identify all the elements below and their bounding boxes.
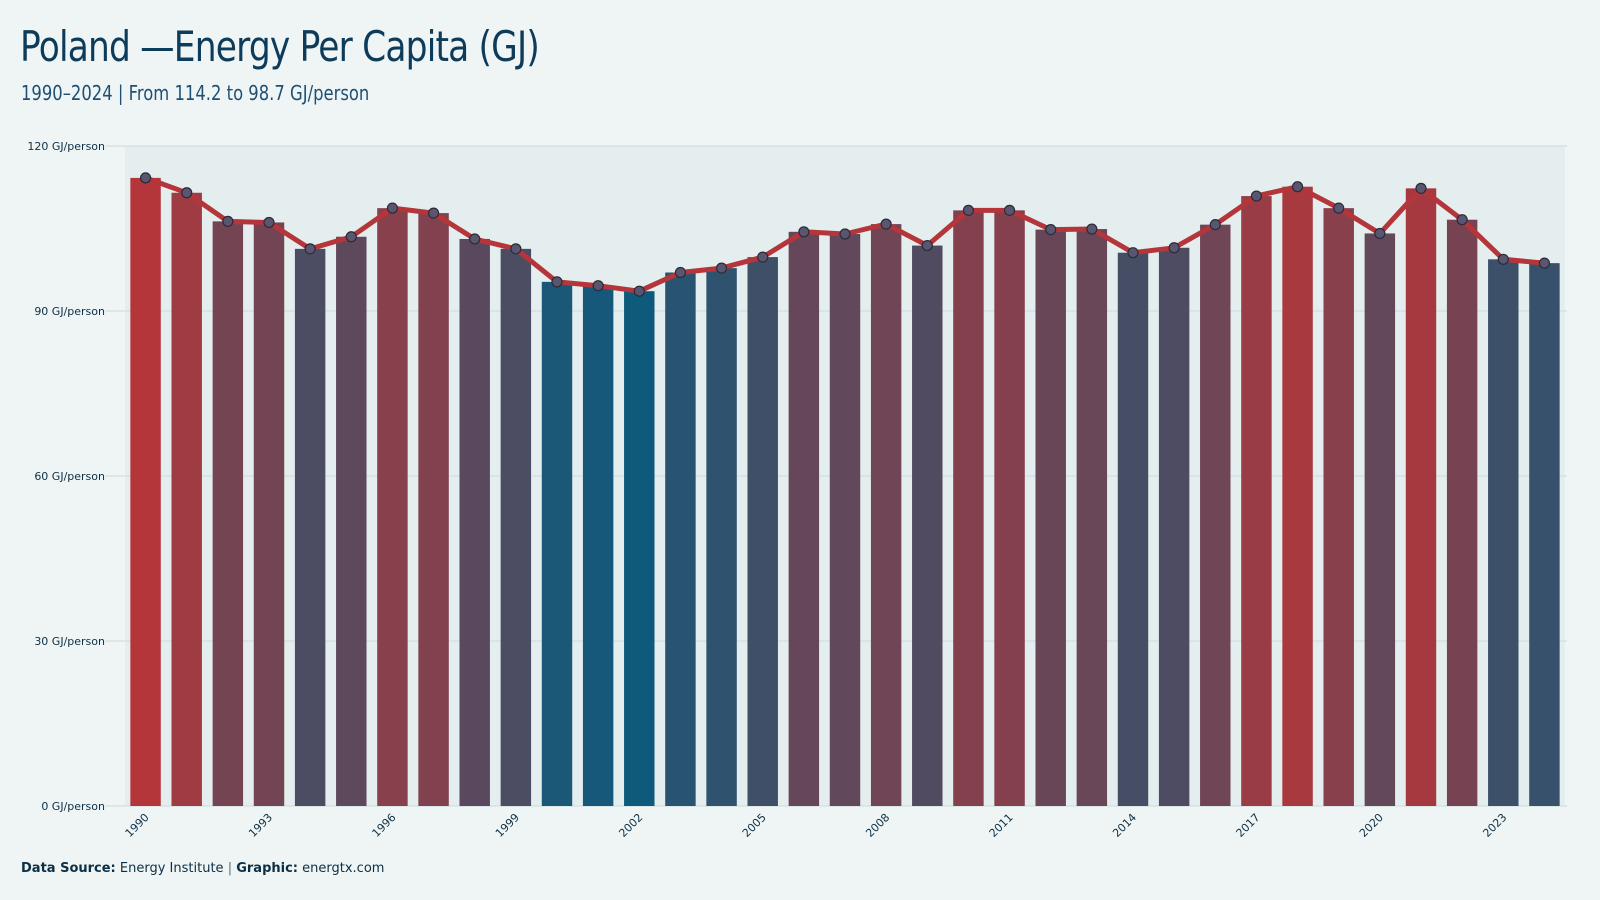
bar (459, 238, 490, 806)
data-point (551, 276, 563, 288)
y-tick-label: 60 GJ/person (34, 470, 105, 483)
graphic-label: Graphic: (236, 861, 298, 876)
data-point (1045, 224, 1057, 236)
data-point (304, 243, 316, 255)
data-point (1415, 182, 1427, 194)
bar (1323, 208, 1354, 806)
footer-separator: | (227, 861, 233, 876)
x-tick-label: 1999 (493, 811, 522, 840)
data-point (674, 266, 687, 279)
bar (1076, 229, 1108, 807)
footer-credits: Data Source: Energy Institute | Graphic:… (21, 861, 384, 876)
bar (1282, 186, 1313, 806)
data-point (1003, 204, 1016, 216)
y-tick-label: 120 GJ/person (27, 140, 105, 153)
data-point (181, 187, 193, 199)
y-tick-label: 0 GJ/person (41, 800, 105, 813)
bar (1241, 196, 1272, 807)
data-point (1333, 202, 1345, 214)
x-tick-label: 2023 (1480, 811, 1509, 840)
data-point (1168, 242, 1180, 254)
bar (294, 248, 326, 807)
source-label: Data Source: (21, 861, 116, 876)
bar (1035, 229, 1066, 807)
bars (130, 177, 1560, 807)
bar (377, 208, 408, 806)
data-point (962, 204, 975, 216)
bar (953, 210, 984, 807)
data-point (757, 251, 769, 263)
data-point (880, 218, 892, 230)
bar (1405, 188, 1437, 807)
data-point (1209, 219, 1221, 231)
bar (418, 213, 449, 807)
x-tick-label: 2017 (1234, 811, 1263, 840)
bar (624, 291, 655, 806)
data-point (1374, 227, 1386, 240)
x-tick-label: 2011 (987, 811, 1016, 840)
bar (1117, 252, 1149, 806)
data-point (1538, 257, 1551, 269)
data-point (1086, 223, 1098, 235)
x-tick-label: 1996 (370, 811, 399, 840)
data-point (469, 233, 481, 245)
bar (788, 231, 820, 807)
data-point (1250, 190, 1263, 202)
data-point (839, 228, 851, 240)
data-point (386, 202, 399, 214)
bar (1200, 224, 1231, 806)
bar (1529, 263, 1560, 806)
x-tick-label: 2008 (863, 811, 892, 840)
data-point (1497, 253, 1509, 265)
x-tick-labels: 1990 1993 1996 1999 2002 2005 2008 2011 2014 2017… (123, 811, 1510, 840)
bar (994, 210, 1025, 807)
bar (582, 285, 614, 806)
bar (1488, 259, 1519, 806)
data-point (427, 207, 440, 219)
data-point (345, 231, 357, 243)
data-point (592, 280, 604, 292)
data-point (1291, 181, 1304, 193)
data-point (715, 262, 728, 274)
bar (171, 192, 202, 806)
data-point (798, 226, 810, 238)
x-tick-label: 2020 (1357, 811, 1386, 840)
bar (912, 245, 943, 807)
source-value: Energy Institute (119, 861, 224, 876)
chart-title: Poland —Energy Per Capita (GJ) (20, 22, 540, 71)
data-point (222, 215, 234, 227)
bar (1364, 233, 1396, 806)
bar (665, 272, 696, 806)
data-point (263, 216, 275, 229)
data-point (921, 239, 933, 252)
bar (130, 177, 161, 806)
bar (253, 222, 285, 806)
data-point (1127, 247, 1139, 259)
bar (1158, 247, 1190, 806)
x-tick-label: 1990 (123, 811, 152, 840)
x-tick-label: 1993 (246, 811, 275, 840)
bar (747, 257, 778, 807)
data-point (633, 285, 645, 297)
line-markers (139, 172, 1551, 297)
bar (870, 224, 902, 807)
chart-subtitle: 1990–2024 | From 114.2 to 98.7 GJ/person (21, 81, 370, 105)
x-tick-label: 2002 (616, 811, 645, 840)
data-point (139, 172, 152, 184)
bar (1446, 219, 1478, 806)
bar (336, 236, 367, 806)
bar (541, 281, 573, 807)
x-tick-label: 2005 (740, 811, 769, 840)
bar (706, 268, 737, 807)
data-point (510, 243, 522, 255)
y-tick-label: 90 GJ/person (34, 305, 105, 318)
graphic-value: energtx.com (302, 861, 385, 876)
bar (829, 234, 861, 806)
bar (212, 221, 244, 807)
bar (500, 248, 532, 807)
x-tick-label: 2014 (1110, 811, 1139, 840)
bar-line-chart: 0 GJ/person 30 GJ/person 60 GJ/person 90 GJ… (27, 140, 1567, 840)
y-tick-label: 30 GJ/person (34, 635, 105, 648)
data-point (1456, 214, 1468, 226)
